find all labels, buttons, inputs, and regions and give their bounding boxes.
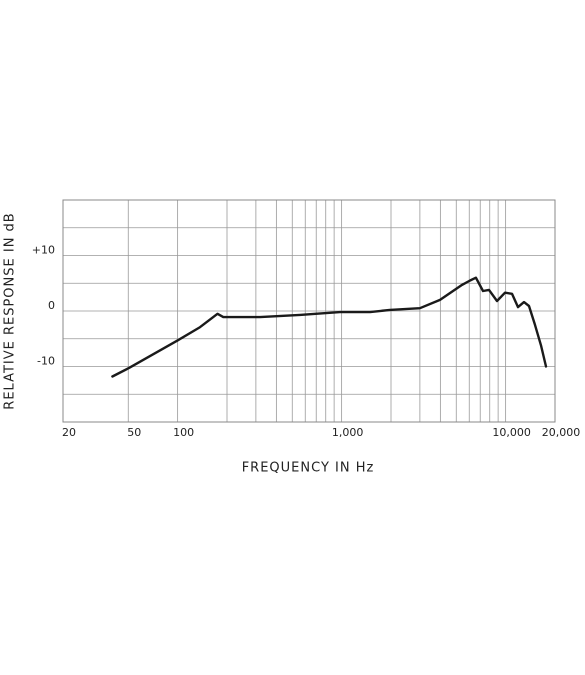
y-tick-label: -10 [37, 355, 55, 368]
y-tick-label: +10 [32, 244, 55, 257]
x-tick-label: 20,000 [542, 426, 581, 439]
x-tick-label: 100 [173, 426, 194, 439]
x-tick-label: 50 [127, 426, 141, 439]
response-curve [111, 276, 548, 378]
x-tick-label: 10,000 [492, 426, 531, 439]
y-axis-label: RELATIVE RESPONSE IN dB [3, 212, 18, 409]
x-tick-label: 1,000 [332, 426, 364, 439]
plot-frame [62, 199, 556, 423]
y-tick-label: 0 [48, 299, 55, 312]
x-tick-label: 20 [62, 426, 76, 439]
x-axis-label: FREQUENCY IN Hz [242, 461, 375, 476]
